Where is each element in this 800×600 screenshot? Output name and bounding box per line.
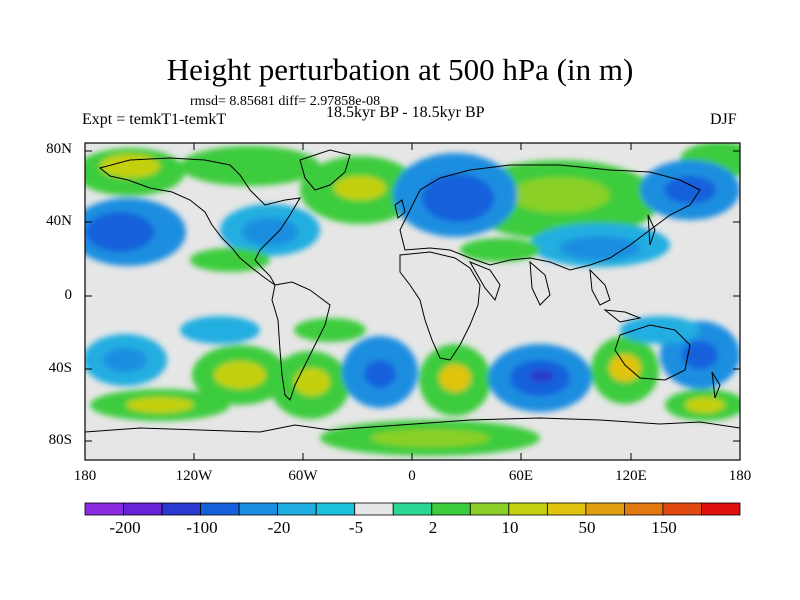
colorbar-swatch: [392, 502, 433, 516]
lon-tick-label: 180: [728, 468, 752, 484]
colorbar-swatch: [431, 502, 471, 516]
lon-tick-label: 180: [73, 468, 97, 484]
lon-tick-label: 60E: [508, 468, 534, 484]
colorbar-tick-label: 150: [651, 518, 677, 537]
plot-title: Height perturbation at 500 hPa (in m): [166, 52, 634, 87]
colorbar-swatch: [701, 502, 741, 516]
lat-tick-label: 40S: [48, 360, 72, 376]
colorbar-tick-label: -20: [267, 518, 291, 537]
lon-tick-label: 120E: [615, 468, 647, 484]
colorbar-swatch: [315, 502, 356, 516]
colorbar-swatch: [161, 502, 201, 516]
colorbar-tick-label: 10: [501, 518, 519, 537]
colorbar-swatch: [238, 502, 279, 516]
colorbar-swatch: [123, 502, 163, 516]
lat-tick-label: 0: [64, 287, 73, 303]
season-label: DJF: [710, 111, 737, 128]
colorbar-swatch: [354, 502, 394, 516]
colorbar-swatch: [84, 502, 124, 516]
colorbar-tick-label: -200: [109, 518, 141, 537]
coastlines: [85, 149, 740, 433]
colorbar-swatch: [662, 502, 702, 516]
contour-field: [85, 143, 740, 460]
lat-tick-label: 80S: [48, 432, 72, 448]
experiment-label: Expt = temkT1-temkT: [82, 111, 227, 128]
map-ticks: [84, 143, 741, 460]
colorbar-tick-label: -100: [186, 518, 218, 537]
colorbar-swatch: [277, 502, 317, 516]
lat-tick-label: 80N: [46, 141, 72, 157]
colorbar-swatch: [585, 502, 625, 516]
lon-tick-label: 0: [408, 468, 416, 484]
colorbar-swatch: [546, 502, 587, 516]
colorbar-swatch: [508, 502, 548, 516]
lon-tick-label: 120W: [175, 468, 213, 484]
colorbar-tick-label: 2: [428, 518, 438, 537]
colorbar-swatch: [624, 502, 664, 516]
colorbar-tick-label: -5: [348, 518, 364, 537]
period-label: 18.5kyr BP - 18.5kyr BP: [326, 104, 485, 121]
rmsd-diff-stats: rmsd= 8.85681 diff= 2.97858e-08: [190, 94, 381, 109]
lat-tick-label: 40N: [46, 213, 72, 229]
colorbar-tick-label: 50: [578, 518, 596, 537]
lon-tick-label: 60W: [288, 468, 318, 484]
colorbar-swatch: [469, 502, 510, 516]
colorbar: [84, 502, 741, 516]
colorbar-swatch: [200, 502, 240, 516]
